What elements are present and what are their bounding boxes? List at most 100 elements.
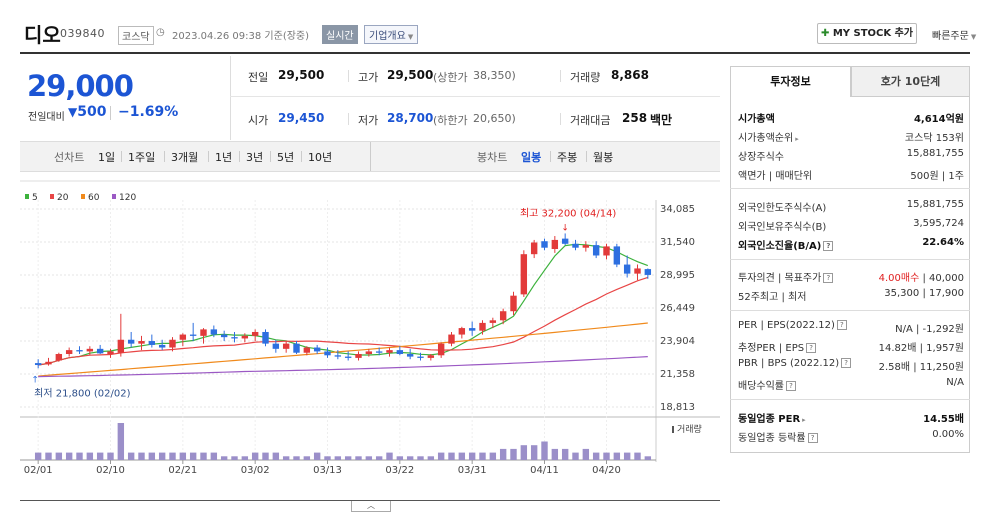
tab-order-book-10[interactable]: 호가 10단계 [851, 66, 970, 97]
volume-bar [262, 452, 269, 460]
volume-bar [427, 456, 435, 460]
help-icon[interactable]: ? [823, 273, 834, 283]
line-chart-label: 선차트 [54, 151, 85, 164]
period-1w[interactable]: 1주일 [128, 151, 156, 164]
candle-monthly[interactable]: 월봉 [593, 151, 614, 164]
help-icon[interactable]: ? [807, 433, 818, 443]
candle-chart-label: 봉차트 [477, 151, 508, 164]
volume-bar [148, 452, 156, 460]
y-tick-label: 21,358 [660, 369, 695, 380]
candle-body [448, 334, 455, 344]
collapse-chart-button[interactable]: ︿ [351, 501, 391, 512]
help-icon[interactable]: ? [806, 343, 817, 353]
help-icon[interactable]: ? [841, 358, 852, 368]
info-row: 시가총액순위 ▸ 코스닥 153위 [738, 129, 964, 147]
info-row-value-text: N/A | -1,292원 [895, 324, 964, 335]
info-row: PER | EPS(2022.12)? N/A | -1,292원 [738, 320, 964, 338]
info-row-value-text: 4.00매수 [878, 273, 920, 284]
period-5y[interactable]: 5년 [277, 151, 295, 164]
info-row-value: 35,300 | 17,900 [884, 288, 964, 299]
divider [348, 70, 349, 82]
chevron-right-icon[interactable]: ▸ [802, 416, 806, 424]
ma5-line [38, 243, 649, 366]
candle-weekly[interactable]: 주봉 [557, 151, 578, 164]
candle-body [169, 339, 176, 348]
candle-body [127, 339, 135, 344]
period-1y[interactable]: 1년 [215, 151, 233, 164]
period-3m[interactable]: 3개월 [171, 151, 199, 164]
info-row-value-text: 35,300 | 17,900 [884, 288, 964, 299]
price-candlestick-chart[interactable]: 5 20 60 120 34,085 31,540 28,995 26,449 23,904 21… [20, 180, 720, 480]
candle-body [179, 334, 187, 340]
help-icon[interactable]: ? [786, 381, 796, 391]
upper-limit-label: (상한가 [433, 71, 468, 84]
volume-bar [158, 452, 166, 460]
chevron-down-icon: ▼ [407, 33, 414, 41]
divider [164, 151, 165, 162]
info-row-value: 2.58배 | 11,250원 [879, 358, 964, 373]
volume-bar [96, 452, 104, 460]
chart-period-nav: 선차트 1일 1주일 3개월 1년 3년 5년 10년 봉차트 일봉 주봉 월봉 [20, 141, 720, 172]
volume-bar [406, 456, 414, 460]
x-tick-label: 04/11 [530, 465, 559, 476]
help-icon[interactable]: ? [836, 320, 847, 330]
tab-investment-info[interactable]: 투자정보 [730, 66, 851, 97]
volume-bar [251, 452, 259, 460]
volume-bar [303, 456, 311, 460]
company-overview-dropdown[interactable]: 기업개요 ▼ [364, 25, 419, 44]
my-stock-add-button[interactable]: ✚ MY STOCK 추가 [817, 23, 917, 44]
row-divider [730, 259, 970, 260]
help-icon[interactable]: ? [823, 241, 834, 251]
volume-bar [117, 423, 125, 460]
info-row-value: N/A [946, 377, 964, 388]
info-row: PBR | BPS (2022.12)? 2.58배 | 11,250원 [738, 358, 964, 376]
candle-body [334, 355, 342, 357]
candle-body [324, 351, 331, 356]
volume-bar [220, 456, 228, 460]
info-row-value: 14.82배 | 1,957원 [879, 339, 964, 354]
volume-bar [45, 452, 52, 460]
legend-swatch [50, 194, 54, 199]
candle-body [489, 320, 497, 323]
candle-body [200, 329, 207, 336]
candle-daily[interactable]: 일봉 [521, 151, 542, 164]
info-row-value: 15,881,755 [907, 148, 964, 159]
candle-body [107, 351, 114, 355]
legend-label-5: 5 [32, 193, 38, 203]
info-row-value-text: 0.00% [932, 429, 964, 440]
info-row: 상장주식수 15,881,755 [738, 148, 964, 166]
volume-bar [76, 452, 83, 460]
volume-bar [334, 456, 342, 460]
candle-body [282, 343, 290, 349]
period-10y[interactable]: 10년 [308, 151, 333, 164]
info-row-value: 4.00매수 | 40,000 [879, 269, 964, 284]
low-label: 저가 [358, 114, 379, 127]
chevron-right-icon[interactable]: ▸ [795, 135, 799, 143]
info-row-value: 500원 | 1주 [910, 167, 964, 182]
volume-bar [489, 452, 497, 460]
info-row-value: 0.00% [932, 429, 964, 440]
high-value: 29,500 [387, 68, 434, 82]
candle-body [479, 322, 486, 331]
volume-bar [189, 452, 197, 460]
divider [110, 106, 111, 120]
period-1d[interactable]: 1일 [98, 151, 116, 164]
volume-bar [365, 456, 373, 460]
high-arrow-icon: ↓ [561, 223, 569, 233]
volume-bar [520, 445, 528, 460]
period-3y[interactable]: 3년 [246, 151, 264, 164]
quick-order-dropdown[interactable]: 빠른주문 ▼ [932, 27, 976, 42]
candle-body [355, 354, 362, 358]
volume-bar [386, 452, 393, 460]
candle-body [76, 350, 83, 352]
info-row-value: N/A | -1,292원 [895, 320, 964, 335]
candle-body [303, 347, 311, 353]
info-row: 동일업종 등락률? 0.00% [738, 429, 964, 447]
row-divider [730, 188, 970, 189]
info-row-label: 외국인소진율(B/A)? [738, 237, 834, 252]
volume-value: 8,868 [611, 68, 649, 82]
volume-bar [107, 452, 114, 460]
divider [121, 151, 122, 162]
info-row-label: 상장주식수 [738, 152, 784, 163]
divider [230, 96, 720, 97]
